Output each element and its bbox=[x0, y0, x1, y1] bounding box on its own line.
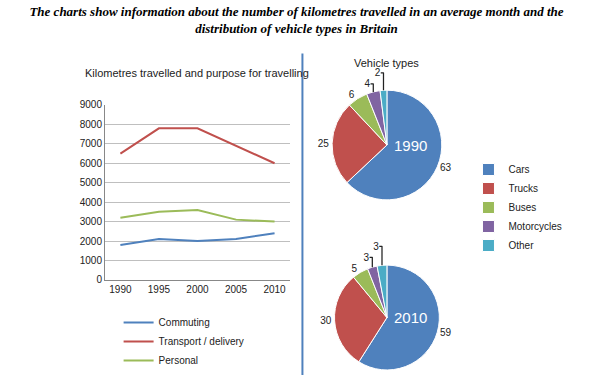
svg-text:6000: 6000 bbox=[80, 158, 103, 169]
svg-text:2010: 2010 bbox=[263, 284, 286, 295]
svg-text:Kilometres travelled and purpo: Kilometres travelled and purpose for tra… bbox=[85, 67, 309, 79]
svg-text:3: 3 bbox=[364, 252, 370, 263]
svg-text:Commuting: Commuting bbox=[159, 317, 210, 328]
svg-text:Buses: Buses bbox=[508, 202, 536, 213]
svg-text:Vehicle types: Vehicle types bbox=[354, 57, 419, 69]
svg-text:2005: 2005 bbox=[225, 284, 248, 295]
svg-text:3000: 3000 bbox=[80, 216, 103, 227]
svg-text:4000: 4000 bbox=[80, 197, 103, 208]
svg-text:Personal: Personal bbox=[159, 355, 198, 366]
html-text:The charts show information ab: The charts show information about the nu… bbox=[29, 4, 564, 36]
svg-text:3: 3 bbox=[373, 241, 379, 252]
svg-text:2: 2 bbox=[375, 67, 381, 78]
svg-text:1995: 1995 bbox=[148, 284, 171, 295]
svg-text:9000: 9000 bbox=[80, 99, 103, 110]
svg-text:Trucks: Trucks bbox=[508, 183, 538, 194]
svg-text:7000: 7000 bbox=[80, 138, 103, 149]
svg-text:Other: Other bbox=[508, 240, 534, 251]
svg-text:1990: 1990 bbox=[109, 284, 132, 295]
svg-text:Motorcycles: Motorcycles bbox=[508, 221, 561, 232]
svg-text:0: 0 bbox=[96, 274, 102, 285]
svg-text:30: 30 bbox=[320, 315, 332, 326]
svg-text:25: 25 bbox=[318, 138, 330, 149]
svg-text:4: 4 bbox=[365, 78, 371, 89]
svg-text:5000: 5000 bbox=[80, 177, 103, 188]
svg-text:1990: 1990 bbox=[394, 137, 427, 154]
svg-text:2000: 2000 bbox=[80, 236, 103, 247]
svg-text:8000: 8000 bbox=[80, 119, 103, 130]
svg-text:2000: 2000 bbox=[186, 284, 209, 295]
svg-text:6: 6 bbox=[349, 89, 355, 100]
svg-text:59: 59 bbox=[440, 327, 452, 338]
svg-text:Cars: Cars bbox=[508, 164, 529, 175]
svg-text:Transport / delivery: Transport / delivery bbox=[159, 336, 244, 347]
svg-text:1000: 1000 bbox=[80, 255, 103, 266]
svg-text:5: 5 bbox=[351, 263, 357, 274]
svg-text:63: 63 bbox=[440, 162, 452, 173]
svg-text:2010: 2010 bbox=[394, 309, 427, 326]
